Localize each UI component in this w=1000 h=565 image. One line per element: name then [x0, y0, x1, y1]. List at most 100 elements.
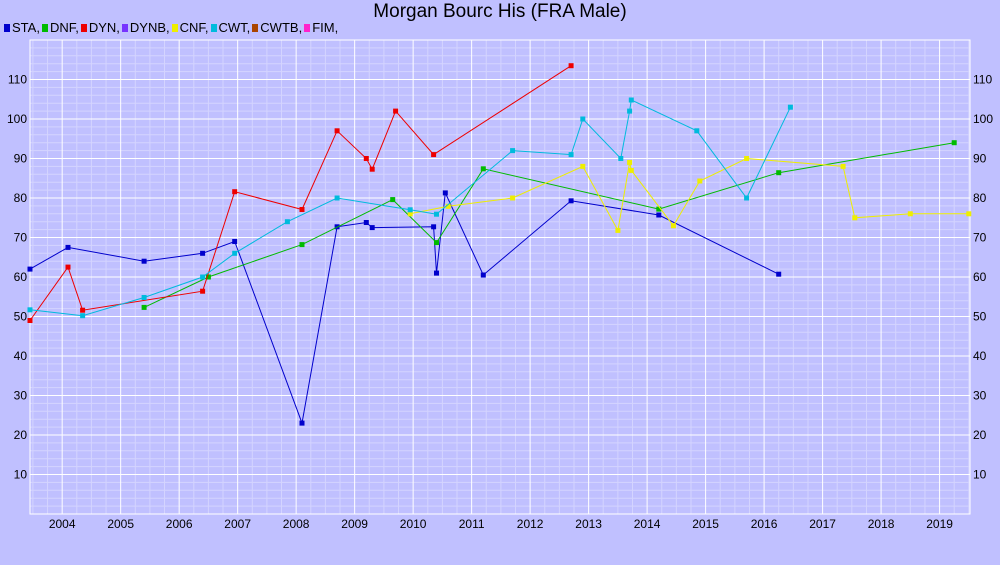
series-line-cwt	[29, 99, 791, 317]
data-point-cwt	[141, 295, 147, 300]
data-point-cnf	[840, 163, 846, 169]
legend-item-sta: STA,	[4, 20, 40, 35]
legend-label: DYN,	[88, 20, 120, 35]
legend-item-fim: FIM,	[304, 20, 338, 35]
data-point-cnf	[697, 178, 703, 184]
legend-swatch	[121, 24, 128, 32]
x-tick-label: 2011	[459, 517, 485, 531]
data-point-cnf	[670, 223, 676, 229]
y-tick-label-right: 10	[973, 468, 987, 482]
data-point-cnf	[744, 156, 750, 161]
x-tick-label: 2004	[49, 517, 76, 531]
legend-item-cwt: CWT,	[210, 20, 251, 35]
data-point-cwt	[744, 195, 750, 201]
legend-item-dyn: DYN,	[80, 20, 120, 35]
data-point-cnf	[966, 211, 972, 217]
legend-swatch	[41, 24, 48, 32]
data-point-cwt	[510, 148, 516, 154]
data-point-cnf	[445, 203, 451, 209]
data-point-sta	[232, 239, 238, 244]
x-tick-label: 2009	[341, 517, 368, 531]
y-tick-label-right: 70	[973, 231, 987, 245]
legend-item-dynb: DYNB,	[121, 20, 170, 35]
data-point-dyn	[369, 166, 375, 172]
data-point-dnf	[951, 140, 957, 146]
data-point-dnf	[205, 274, 211, 280]
data-point-cnf	[628, 167, 634, 173]
data-point-sta	[65, 244, 71, 250]
y-tick-label-left: 80	[14, 191, 28, 205]
legend-swatch	[171, 24, 178, 32]
data-point-sta	[299, 420, 305, 426]
x-tick-label: 2018	[868, 517, 895, 531]
data-point-dnf	[434, 240, 439, 246]
data-point-cwt	[618, 156, 624, 161]
x-tick-label: 2014	[634, 517, 661, 531]
x-tick-label: 2016	[751, 517, 778, 531]
x-tick-label: 2008	[283, 517, 310, 531]
x-tick-label: 2005	[107, 517, 134, 531]
data-point-cwt	[200, 274, 206, 280]
plot-frame	[29, 39, 971, 515]
x-tick-label: 2015	[692, 517, 719, 531]
y-tick-label-right: 90	[973, 152, 987, 166]
y-tick-label-left: 30	[14, 389, 28, 403]
data-point-cwt	[787, 104, 793, 110]
legend-label: FIM,	[312, 20, 339, 35]
data-point-dnf	[776, 170, 782, 176]
data-point-sta	[431, 224, 437, 230]
data-point-cwt	[284, 219, 290, 225]
data-point-dyn	[431, 152, 437, 158]
x-tick-label: 2006	[166, 517, 193, 531]
data-point-cwt	[27, 307, 33, 313]
y-tick-label-left: 60	[14, 270, 28, 284]
x-tick-label: 2007	[224, 517, 251, 531]
y-tick-label-right: 50	[973, 310, 987, 324]
legend-label: STA,	[12, 20, 40, 35]
data-point-cnf	[907, 211, 913, 217]
data-point-cwt	[232, 250, 238, 256]
data-point-sta	[369, 225, 375, 231]
data-point-sta	[200, 250, 206, 256]
legend-item-dnf: DNF,	[41, 20, 79, 35]
x-tick-label: 2017	[809, 517, 836, 531]
data-point-cnf	[615, 227, 621, 233]
data-point-sta	[776, 271, 782, 277]
data-point-dnf	[141, 304, 147, 310]
data-point-cnf	[580, 163, 586, 169]
legend-swatch	[210, 24, 217, 32]
data-point-sta	[363, 220, 369, 225]
x-tick-label: 2013	[575, 517, 602, 531]
legend-label: DYNB,	[129, 20, 170, 35]
legend-label: DNF,	[49, 20, 79, 35]
y-tick-label-left: 10	[14, 468, 28, 482]
data-point-dyn	[363, 156, 369, 161]
data-point-cwt	[334, 195, 340, 201]
data-point-cwt	[568, 152, 574, 158]
data-point-cwt	[434, 211, 439, 217]
series-line-dnf	[143, 142, 955, 308]
data-point-cnf	[510, 195, 516, 201]
data-point-dyn	[65, 264, 71, 270]
legend-label: CWTB,	[260, 20, 303, 35]
chart-title: Morgan Bourc His (FRA Male)	[373, 1, 627, 22]
data-point-dnf	[299, 242, 305, 248]
y-tick-label-right: 80	[973, 191, 987, 205]
legend-item-cwtb: CWTB,	[252, 20, 302, 35]
data-point-cwt	[694, 128, 700, 134]
series-line-dyn	[29, 65, 572, 321]
y-tick-label-left: 100	[7, 112, 27, 126]
series-lines	[27, 63, 972, 426]
y-tick-label-left: 90	[14, 152, 28, 166]
x-tick-label: 2010	[400, 517, 427, 531]
data-point-sta	[442, 190, 448, 196]
data-point-dyn	[299, 207, 305, 212]
legend-swatch	[252, 24, 259, 32]
data-point-cwt	[627, 108, 633, 114]
y-tick-label-right: 20	[973, 428, 987, 442]
data-point-dyn	[27, 318, 33, 323]
legend-swatch	[4, 24, 10, 32]
y-tick-label-left: 20	[14, 428, 28, 442]
legend-label: CWT,	[218, 20, 251, 35]
data-point-dnf	[656, 206, 662, 212]
